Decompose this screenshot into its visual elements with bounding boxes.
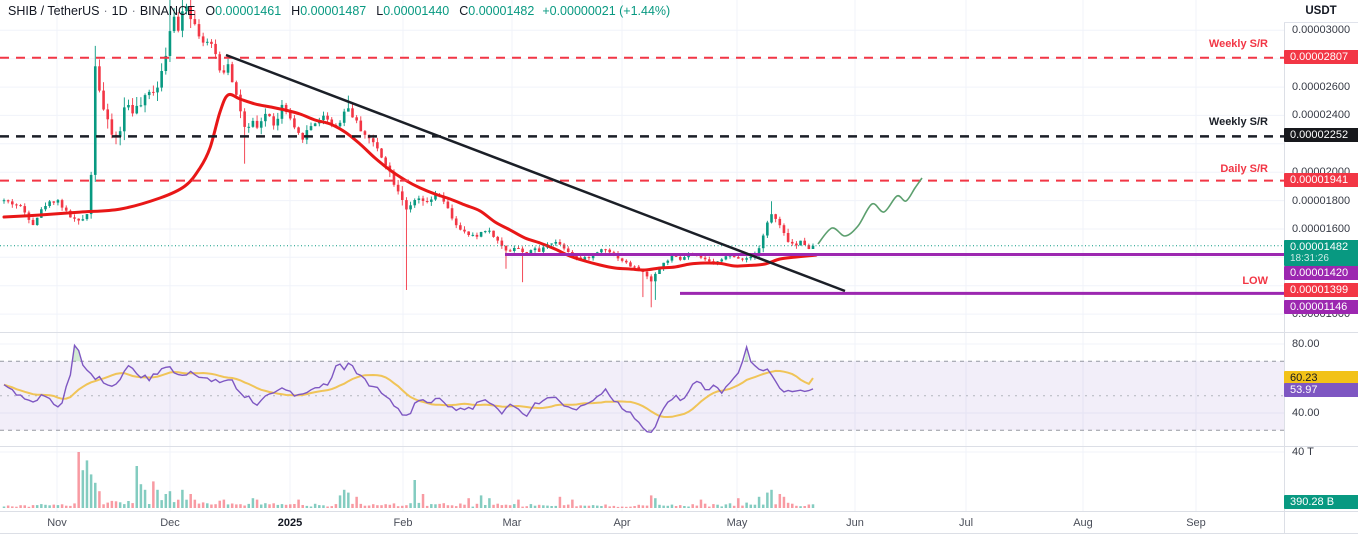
level-name-label: Weekly S/R <box>1208 116 1268 128</box>
price-tag: 0.00001399 <box>1284 283 1358 297</box>
time-axis-label[interactable]: Feb <box>393 517 413 529</box>
rsi-tick-label: 40.00 <box>1292 407 1320 419</box>
close-value: 0.00001482 <box>468 4 535 18</box>
rsi-tag: 60.23 <box>1284 371 1358 385</box>
projection-arrow <box>817 177 923 245</box>
symbol-info-bar[interactable]: SHIB / TetherUS · 1D · BINANCE O0.00001461 H0.… <box>8 4 670 18</box>
time-axis-label[interactable]: Dec <box>160 517 180 529</box>
high-value: 0.00001487 <box>300 4 367 18</box>
time-axis-label[interactable]: Jun <box>846 517 864 529</box>
price-tag: 0.00002252 <box>1284 128 1358 142</box>
close-letter: C <box>459 4 469 18</box>
time-axis-label[interactable]: Sep <box>1186 517 1206 529</box>
level-name-label: LOW <box>1242 275 1268 287</box>
high-letter: H <box>291 4 301 18</box>
time-axis-label[interactable]: 2025 <box>277 517 303 529</box>
separator-dot: · <box>103 4 108 18</box>
separator-dot: · <box>131 4 136 18</box>
price-tag: 0.00001941 <box>1284 173 1358 187</box>
exchange-label[interactable]: BINANCE <box>139 4 196 18</box>
price-tick-label: 0.00002600 <box>1292 81 1351 93</box>
time-axis-label[interactable]: Aug <box>1073 517 1093 529</box>
time-axis-label[interactable]: Jul <box>958 517 974 529</box>
price-tag: 0.00002807 <box>1284 50 1358 64</box>
symbol-name[interactable]: SHIB / TetherUS <box>8 4 100 18</box>
price-tick-label: 0.00001800 <box>1292 195 1351 207</box>
trendline <box>225 53 846 293</box>
low-letter: L <box>376 4 384 18</box>
level-name-label: Daily S/R <box>1220 163 1268 175</box>
price-axis-currency: USDT <box>1284 0 1358 23</box>
volume-bars <box>2 452 815 508</box>
rsi-tag: 53.97 <box>1284 383 1358 397</box>
volume-tag: 390.28 B <box>1284 495 1358 509</box>
time-axis-label[interactable]: Apr <box>613 517 631 529</box>
countdown-timer: 18:31:26 <box>1290 253 1329 264</box>
time-axis-label[interactable]: Mar <box>502 517 522 529</box>
candlesticks <box>2 0 815 308</box>
price-tag: 0.00001482 18:31:26 <box>1284 240 1358 266</box>
volume-tick-label: 40 T <box>1292 446 1314 458</box>
level-name-label: Weekly S/R <box>1208 38 1268 50</box>
price-tick-label: 0.00001600 <box>1292 223 1351 235</box>
time-axis-label[interactable]: May <box>726 517 748 529</box>
price-tag: 0.00001420 <box>1284 266 1358 280</box>
time-axis-label[interactable]: Nov <box>47 517 67 529</box>
price-tick-label: 0.00003000 <box>1292 24 1351 36</box>
price-tick-label: 0.00002400 <box>1292 109 1351 121</box>
open-letter: O <box>205 4 216 18</box>
change-value: +0.00000021 (+1.44%) <box>542 4 671 18</box>
rsi-tick-label: 80.00 <box>1292 338 1320 350</box>
interval-label[interactable]: 1D <box>111 4 128 18</box>
low-value: 0.00001440 <box>383 4 450 18</box>
price-tag: 0.00001146 <box>1284 300 1358 314</box>
open-value: 0.00001461 <box>215 4 282 18</box>
